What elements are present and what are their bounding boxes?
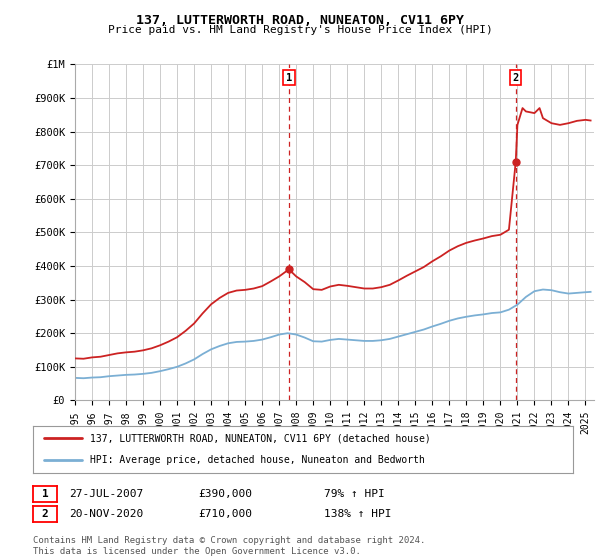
Text: Price paid vs. HM Land Registry's House Price Index (HPI): Price paid vs. HM Land Registry's House … <box>107 25 493 35</box>
Text: 1: 1 <box>286 73 292 83</box>
Text: HPI: Average price, detached house, Nuneaton and Bedworth: HPI: Average price, detached house, Nune… <box>90 455 425 465</box>
Text: 27-JUL-2007: 27-JUL-2007 <box>69 489 143 499</box>
Text: Contains HM Land Registry data © Crown copyright and database right 2024.
This d: Contains HM Land Registry data © Crown c… <box>33 536 425 556</box>
Text: £710,000: £710,000 <box>198 509 252 519</box>
Text: 1: 1 <box>41 489 49 499</box>
Text: 2: 2 <box>41 509 49 519</box>
Text: 137, LUTTERWORTH ROAD, NUNEATON, CV11 6PY (detached house): 137, LUTTERWORTH ROAD, NUNEATON, CV11 6P… <box>90 433 430 444</box>
Text: 79% ↑ HPI: 79% ↑ HPI <box>324 489 385 499</box>
Text: £390,000: £390,000 <box>198 489 252 499</box>
Text: 20-NOV-2020: 20-NOV-2020 <box>69 509 143 519</box>
Text: 138% ↑ HPI: 138% ↑ HPI <box>324 509 392 519</box>
Text: 2: 2 <box>512 73 519 83</box>
Text: 137, LUTTERWORTH ROAD, NUNEATON, CV11 6PY: 137, LUTTERWORTH ROAD, NUNEATON, CV11 6P… <box>136 14 464 27</box>
